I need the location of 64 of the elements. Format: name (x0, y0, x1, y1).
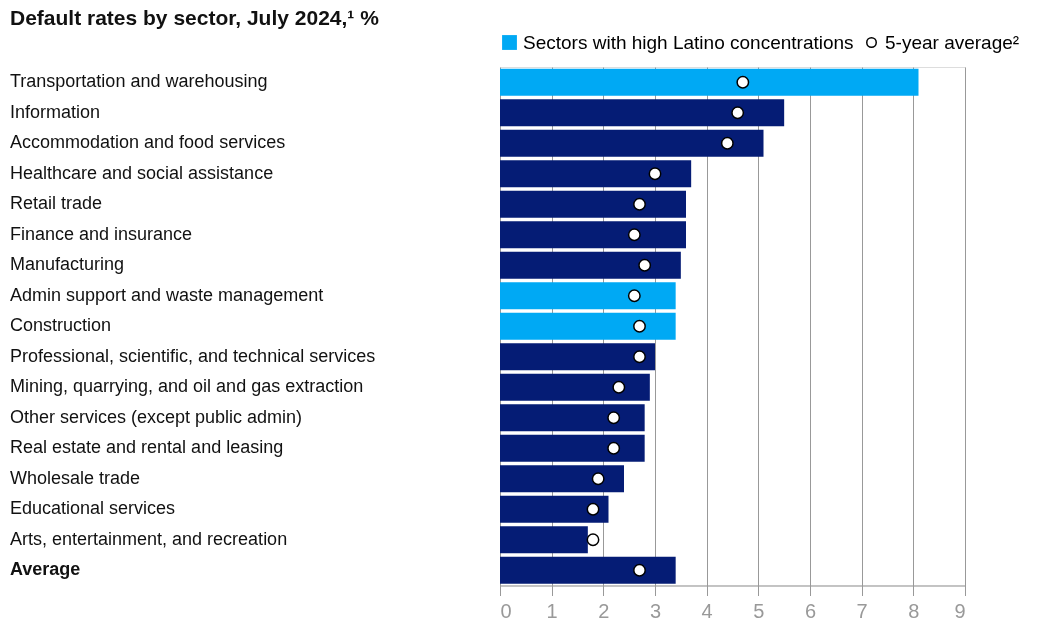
bar (500, 190, 686, 218)
point (607, 411, 621, 425)
y-tick-label: Educational services (10, 498, 176, 519)
x-tick-label: 7 (856, 600, 868, 622)
y-tick-label: Arts, entertainment, and recreation (10, 528, 288, 549)
x-tick-label: 8 (908, 600, 920, 622)
y-tick-label: Retail trade (10, 193, 103, 214)
y-tick-label: Healthcare and social assistance (10, 162, 274, 183)
point (586, 502, 600, 516)
point (633, 197, 646, 211)
legend-label: Sectors with high Latino concentrations (523, 31, 854, 53)
bar (500, 312, 676, 340)
bar (500, 160, 692, 188)
point (607, 441, 621, 455)
legend-label: 5-year average² (885, 31, 1020, 53)
point (633, 319, 646, 333)
bar (500, 251, 681, 279)
point (612, 380, 626, 394)
point (633, 350, 646, 364)
bar (500, 343, 655, 371)
y-tick-label: Admin support and waste management (10, 284, 324, 305)
point (648, 167, 662, 181)
bar (500, 221, 686, 249)
bar (500, 68, 919, 96)
y-tick-label: Mining, quarrying, and oil and gas extraction (10, 376, 364, 397)
text: Default rates by sector, July 2024,¹ % (10, 6, 380, 29)
x-tick-label: 0 (500, 600, 512, 622)
y-tick-label: Transportation and warehousing (10, 71, 268, 92)
x-tick-label: 4 (701, 600, 713, 622)
bar (500, 99, 785, 127)
x-tick-label: 6 (804, 600, 817, 622)
point (638, 258, 652, 272)
y-tick-label: Accommodation and food services (10, 132, 286, 153)
y-tick-label: Information (10, 101, 101, 122)
point (736, 75, 750, 89)
y-tick-label: Real estate and rental and leasing (10, 437, 284, 458)
bar (500, 404, 645, 432)
x-tick-label: 3 (649, 600, 662, 622)
x-tick-label: 5 (753, 600, 765, 622)
bar (500, 556, 676, 584)
bar (500, 434, 645, 462)
bar (500, 373, 650, 401)
point (627, 289, 641, 303)
x-tick-label: 9 (954, 600, 966, 622)
bar (500, 495, 609, 523)
bar (500, 282, 676, 310)
point (591, 472, 605, 486)
y-tick-label: Professional, scientific, and technical services (10, 345, 376, 366)
x-tick-label: 1 (546, 600, 558, 622)
y-tick-label: Wholesale trade (10, 467, 141, 488)
y-tick-label: Average (10, 559, 81, 580)
y-tick-label: Other services (except public admin) (10, 406, 303, 427)
y-tick-label: Construction (10, 315, 112, 336)
bar (500, 526, 588, 554)
y-tick-label: Manufacturing (10, 254, 125, 275)
point (627, 228, 641, 242)
point (586, 533, 600, 547)
point (720, 136, 734, 150)
y-tick-label: Finance and insurance (10, 223, 193, 244)
bar (500, 465, 624, 493)
point (633, 563, 646, 577)
point (731, 106, 745, 120)
x-tick-label: 2 (598, 600, 610, 622)
bar (500, 129, 764, 157)
